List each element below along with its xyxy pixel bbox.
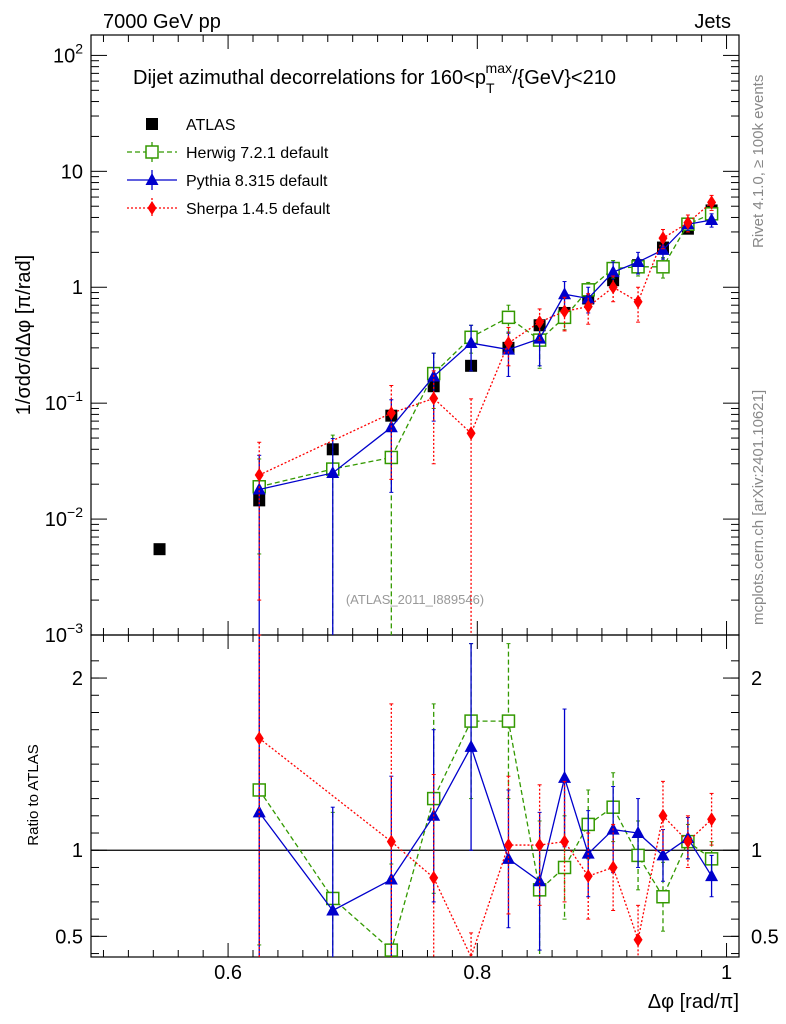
sherpa-point [608, 280, 618, 295]
sherpa-point [503, 838, 513, 853]
sherpa-point [658, 231, 668, 246]
pythia-point [631, 826, 645, 839]
legend-marker [147, 201, 157, 215]
pythia-point [464, 336, 478, 349]
pythia-point [326, 903, 340, 916]
sherpa-point [707, 195, 717, 210]
herwig-point [656, 889, 670, 904]
x-tick-label: 0.6 [214, 962, 242, 984]
mcplots-label: mcplots.cern.ch [arXiv:2401.10621] [750, 390, 767, 625]
pythia-point [705, 869, 719, 882]
pythia-point [558, 287, 572, 300]
ratio-y-tick-label-right: 2 [751, 668, 762, 690]
y-tick-label: 10 [61, 161, 83, 183]
ratio-plot-frame [90, 634, 740, 958]
sherpa-point [683, 215, 693, 230]
sherpa-line [258, 737, 713, 959]
pythia-point [581, 846, 595, 859]
herwig-point [501, 714, 516, 728]
pythia-point [558, 770, 572, 783]
legend-label: ATLAS [186, 117, 236, 134]
sherpa-point [535, 315, 545, 330]
sherpa-point [608, 860, 618, 875]
ratio-y-tick-label: 2 [72, 668, 83, 690]
herwig-point [656, 260, 670, 274]
atlas-point [153, 543, 166, 556]
header-left: 7000 GeV pp [103, 11, 221, 33]
sherpa-point [707, 812, 717, 827]
rivet-label: Rivet 4.1.0, ≥ 100k events [750, 75, 767, 248]
ratio-series-group [252, 634, 719, 959]
y-tick-label: 10−2 [45, 504, 83, 531]
ratio-y-tick-label: 1 [72, 840, 83, 862]
sherpa-point [466, 426, 476, 441]
header-right: Jets [694, 11, 731, 33]
sherpa-line [258, 201, 713, 476]
legend-label: Sherpa 1.4.5 default [186, 201, 331, 218]
legend-label: Pythia 8.315 default [186, 173, 328, 190]
pythia-point [606, 265, 620, 278]
pythia-point [326, 465, 340, 478]
pythia-point [384, 872, 398, 885]
ratio-y-tick-label: 0.5 [55, 926, 83, 948]
main-series-group [153, 194, 719, 635]
main-axis-ticks: 10−3 10−2 10−1 1 10 102 [45, 35, 739, 647]
y-tick-label: 10−1 [45, 388, 83, 415]
analysis-watermark: (ATLAS_2011_I889546) [346, 592, 484, 607]
y-axis-label: 1/σdσ/dΔφ [π/rad] [13, 255, 35, 415]
herwig-line [258, 720, 712, 952]
legend: ATLAS Herwig 7.2.1 default Pythia 8.315 de… [127, 117, 331, 218]
sherpa-point [633, 294, 643, 309]
sherpa-point [683, 834, 693, 849]
legend-label: Herwig 7.2.1 default [186, 145, 329, 162]
sherpa-point [386, 834, 396, 849]
sherpa-point [658, 808, 668, 823]
sherpa-point [583, 869, 593, 884]
sherpa-point [633, 932, 643, 947]
herwig-point [501, 310, 516, 325]
sherpa-point [583, 299, 593, 314]
chart-title: Dijet azimuthal decorrelations for 160<p… [133, 60, 616, 96]
herwig-series [252, 207, 719, 635]
pythia-point [705, 213, 719, 226]
sherpa-point [386, 406, 396, 421]
legend-marker [146, 118, 158, 130]
y-tick-label: 10−3 [45, 620, 83, 647]
ratio-y-tick-label-right: 1 [751, 840, 762, 862]
sherpa-point [535, 838, 545, 853]
sherpa-point [503, 336, 513, 351]
x-tick-label: 0.8 [463, 962, 491, 984]
y-tick-label: 1 [72, 277, 83, 299]
pythia-point [533, 874, 547, 887]
pythia-point [631, 255, 645, 268]
herwig-line [259, 213, 712, 488]
legend-marker [145, 145, 159, 159]
herwig-series [252, 634, 719, 957]
ratio-axis-ticks: 0.6 0.8 1 0.5 0.5 1 1 2 2 [55, 635, 779, 984]
x-axis-label: Δφ [rad/π] [648, 991, 739, 1013]
pythia-series [252, 634, 719, 957]
pythia-series [252, 213, 719, 635]
sherpa-series [254, 194, 717, 635]
pythia-point [581, 291, 595, 304]
x-tick-label: 1 [721, 962, 732, 984]
ratio-y-axis-label: Ratio to ATLAS [25, 744, 42, 845]
sherpa-point [254, 468, 264, 483]
ratio-y-tick-label-right: 0.5 [751, 926, 779, 948]
y-tick-label: 102 [53, 40, 83, 67]
sherpa-point [560, 304, 570, 319]
sherpa-point [429, 391, 439, 406]
sherpa-series [254, 634, 717, 959]
sherpa-point [254, 731, 264, 746]
sherpa-point [560, 834, 570, 849]
pythia-point [656, 848, 670, 861]
pythia-line [258, 745, 713, 912]
pythia-point [252, 482, 266, 495]
pythia-point [464, 739, 478, 752]
sherpa-point [429, 870, 439, 885]
legend-marker [145, 173, 159, 185]
